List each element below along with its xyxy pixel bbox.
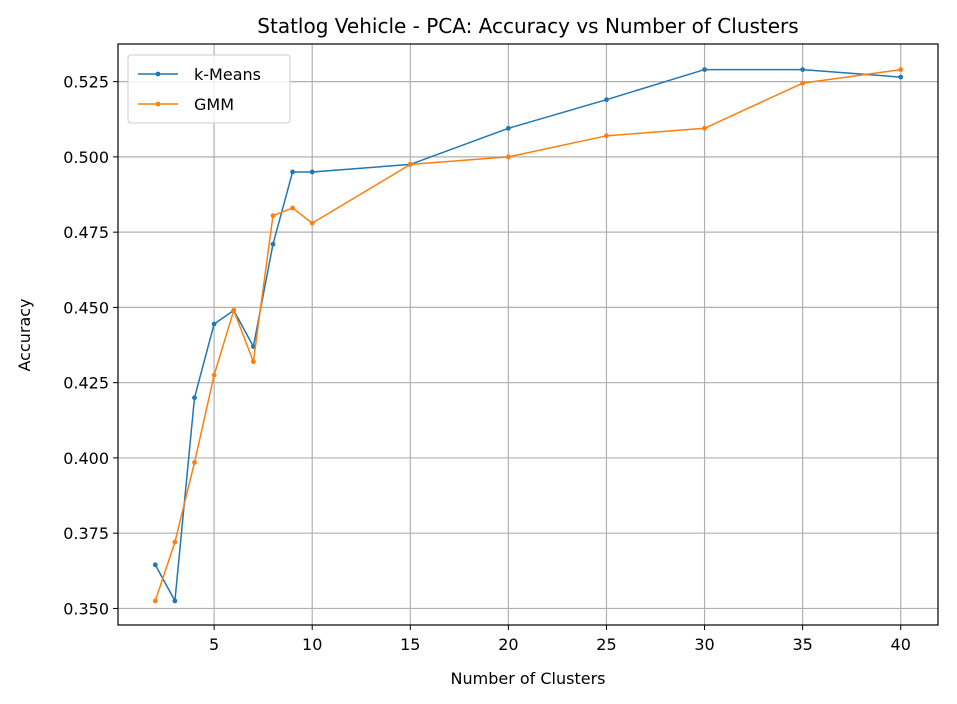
legend-item-gmm: GMM: [138, 95, 234, 114]
series-k-means: [152, 67, 904, 604]
data-point-gmm: [250, 359, 256, 364]
y-tick-label: 0.375: [63, 524, 109, 543]
y-tick-label: 0.525: [63, 73, 109, 92]
legend-label: k-Means: [194, 65, 261, 84]
data-point-gmm: [309, 220, 315, 226]
data-point-gmm: [270, 213, 276, 218]
y-tick-label: 0.425: [63, 374, 109, 393]
y-tick-label: 0.450: [63, 298, 109, 317]
data-point-k-means: [192, 395, 197, 401]
data-point-k-means: [290, 169, 295, 175]
series-gmm: [152, 67, 904, 604]
legend-box: [127, 54, 291, 124]
data-point-gmm: [505, 154, 511, 160]
chart-title: Statlog Vehicle - PCA: Accuracy vs Numbe…: [257, 14, 798, 38]
x-tick-label: 10: [302, 635, 322, 654]
y-tick-label: 0.500: [63, 148, 109, 167]
y-tick-label: 0.350: [63, 599, 109, 618]
x-tick-label: 5: [209, 635, 219, 654]
data-point-k-means: [898, 74, 904, 80]
x-tick-label: 30: [694, 635, 714, 654]
data-point-gmm: [604, 133, 609, 139]
data-point-gmm: [290, 205, 295, 211]
legend-label: GMM: [194, 95, 234, 114]
x-tick-label: 25: [596, 635, 616, 654]
data-point-gmm: [152, 598, 158, 604]
data-point-k-means: [270, 241, 276, 247]
data-point-k-means: [172, 598, 178, 604]
data-point-gmm: [172, 539, 178, 545]
legend-swatch-marker: [155, 101, 161, 107]
x-axis-label: Number of Clusters: [451, 669, 606, 688]
y-axis-label: Accuracy: [15, 298, 34, 371]
data-point-gmm: [800, 80, 806, 86]
data-point-gmm: [211, 372, 217, 378]
data-point-gmm: [192, 460, 197, 465]
plot-area-frame: [117, 43, 939, 626]
legend-swatch-marker: [155, 71, 161, 77]
data-point-gmm: [898, 67, 904, 72]
x-tick-label: 40: [891, 635, 911, 654]
grid-lines: [118, 44, 938, 625]
legend: k-Means GMM: [127, 54, 291, 124]
y-tick-label: 0.475: [63, 223, 109, 242]
x-tick-label: 20: [498, 635, 518, 654]
data-point-gmm: [407, 162, 413, 167]
data-point-k-means: [800, 67, 806, 72]
data-point-gmm: [702, 125, 707, 131]
x-tick-label: 15: [400, 635, 420, 654]
x-tick-label: 35: [792, 635, 812, 654]
data-point-k-means: [702, 67, 707, 72]
data-point-k-means: [505, 125, 511, 131]
series-layer: [152, 67, 904, 604]
data-point-k-means: [211, 321, 217, 327]
axis-ticks: 5 10 15 20 25 30 35 40 0.350 0.375 0.400 0.425 0.450…: [63, 73, 911, 654]
y-tick-label: 0.400: [63, 449, 109, 468]
data-point-gmm: [231, 308, 237, 313]
legend-item-k-means: k-Means: [138, 65, 261, 84]
data-point-k-means: [309, 169, 315, 175]
data-point-k-means: [604, 97, 609, 103]
data-point-k-means: [152, 562, 158, 568]
